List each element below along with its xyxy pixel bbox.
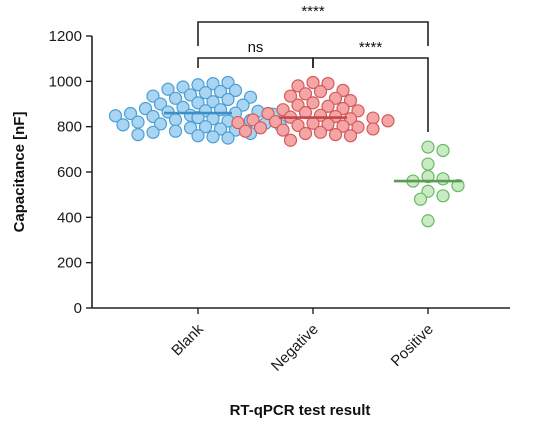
data-point [206, 76, 220, 91]
data-point [131, 128, 145, 142]
y-tick-label: 1200 [49, 28, 82, 45]
data-point [206, 130, 220, 144]
significance-bracket [312, 57, 429, 132]
data-point [213, 84, 228, 99]
data-point [221, 131, 235, 145]
data-point [421, 214, 435, 228]
data-point [413, 192, 428, 206]
data-point [191, 96, 205, 110]
data-point [253, 121, 268, 135]
data-point [221, 92, 235, 107]
data-point [238, 124, 253, 138]
data-point [198, 120, 213, 134]
data-point [183, 121, 198, 135]
data-point [436, 172, 450, 186]
data-point [131, 115, 145, 129]
y-tick-label: 1000 [49, 73, 82, 90]
data-point [366, 111, 380, 125]
data-point [343, 93, 358, 108]
data-point [336, 83, 350, 98]
data-point [168, 91, 183, 105]
data-point [306, 75, 320, 90]
data-point [168, 113, 183, 127]
data-point [191, 129, 205, 143]
data-point [351, 120, 365, 134]
data-point [306, 96, 320, 110]
data-point [421, 140, 435, 154]
data-point [276, 123, 290, 137]
data-point [138, 101, 153, 116]
significance-brackets: ns **** **** [197, 3, 429, 132]
data-point [283, 133, 298, 147]
significance-bracket [197, 57, 314, 68]
data-point [336, 119, 350, 133]
x-axis-title: RT-qPCR test result [230, 402, 371, 419]
data-point [146, 125, 160, 139]
data-point [366, 122, 380, 136]
data-point [421, 157, 435, 171]
data-point [108, 109, 123, 123]
data-point [191, 78, 205, 92]
data-point [421, 169, 435, 184]
data-point [168, 124, 183, 138]
x-tick-label: Negative [268, 321, 322, 375]
data-point [381, 114, 395, 128]
data-point [246, 113, 260, 127]
data-point [321, 99, 335, 113]
data-point [146, 89, 160, 103]
data-point [191, 110, 205, 125]
data-point [213, 122, 228, 136]
data-point [328, 128, 343, 142]
data-point [153, 97, 168, 111]
data-point [123, 106, 138, 121]
x-tick-label: Positive [388, 321, 437, 370]
data-point [421, 184, 435, 198]
mean-lines [164, 111, 462, 183]
data-point [236, 98, 250, 112]
data-point [291, 79, 305, 93]
data-point [283, 89, 298, 103]
data-point [321, 76, 335, 91]
data-point [153, 117, 168, 131]
y-tick-label: 0 [74, 300, 82, 317]
data-point [206, 95, 220, 109]
data-point [343, 129, 358, 143]
data-point [313, 125, 328, 139]
y-tick-label: 400 [57, 209, 82, 226]
data-point [198, 86, 213, 100]
significance-label: **** [359, 39, 383, 56]
x-tick-label: Blank [168, 320, 207, 359]
data-point [436, 189, 450, 203]
y-axis-title: Capacitance [nF] [11, 112, 28, 233]
data-point [351, 104, 365, 118]
data-point [298, 87, 313, 101]
data-points [108, 75, 465, 228]
significance-label: ns [248, 39, 264, 56]
data-point [298, 126, 313, 141]
significance-label: **** [301, 3, 325, 20]
data-point [261, 106, 275, 121]
data-point [243, 90, 258, 104]
data-point [176, 80, 190, 94]
data-point [268, 115, 283, 129]
data-point [116, 118, 130, 132]
data-point [291, 118, 305, 132]
data-point [221, 75, 235, 90]
data-point [328, 91, 343, 105]
data-point [336, 101, 350, 116]
y-tick-label: 200 [57, 255, 82, 272]
y-axis-ticks: 0 200 400 600 800 1000 1200 [49, 28, 92, 317]
x-axis-ticks: Blank Negative Positive [168, 308, 437, 375]
data-point [313, 84, 328, 99]
data-point [436, 143, 450, 158]
data-point [161, 82, 175, 96]
data-point [451, 179, 465, 193]
y-tick-label: 600 [57, 164, 82, 181]
data-point [228, 83, 243, 98]
significance-bracket [197, 21, 429, 46]
data-point [183, 88, 198, 102]
y-tick-label: 800 [57, 119, 82, 136]
data-point [231, 115, 245, 130]
